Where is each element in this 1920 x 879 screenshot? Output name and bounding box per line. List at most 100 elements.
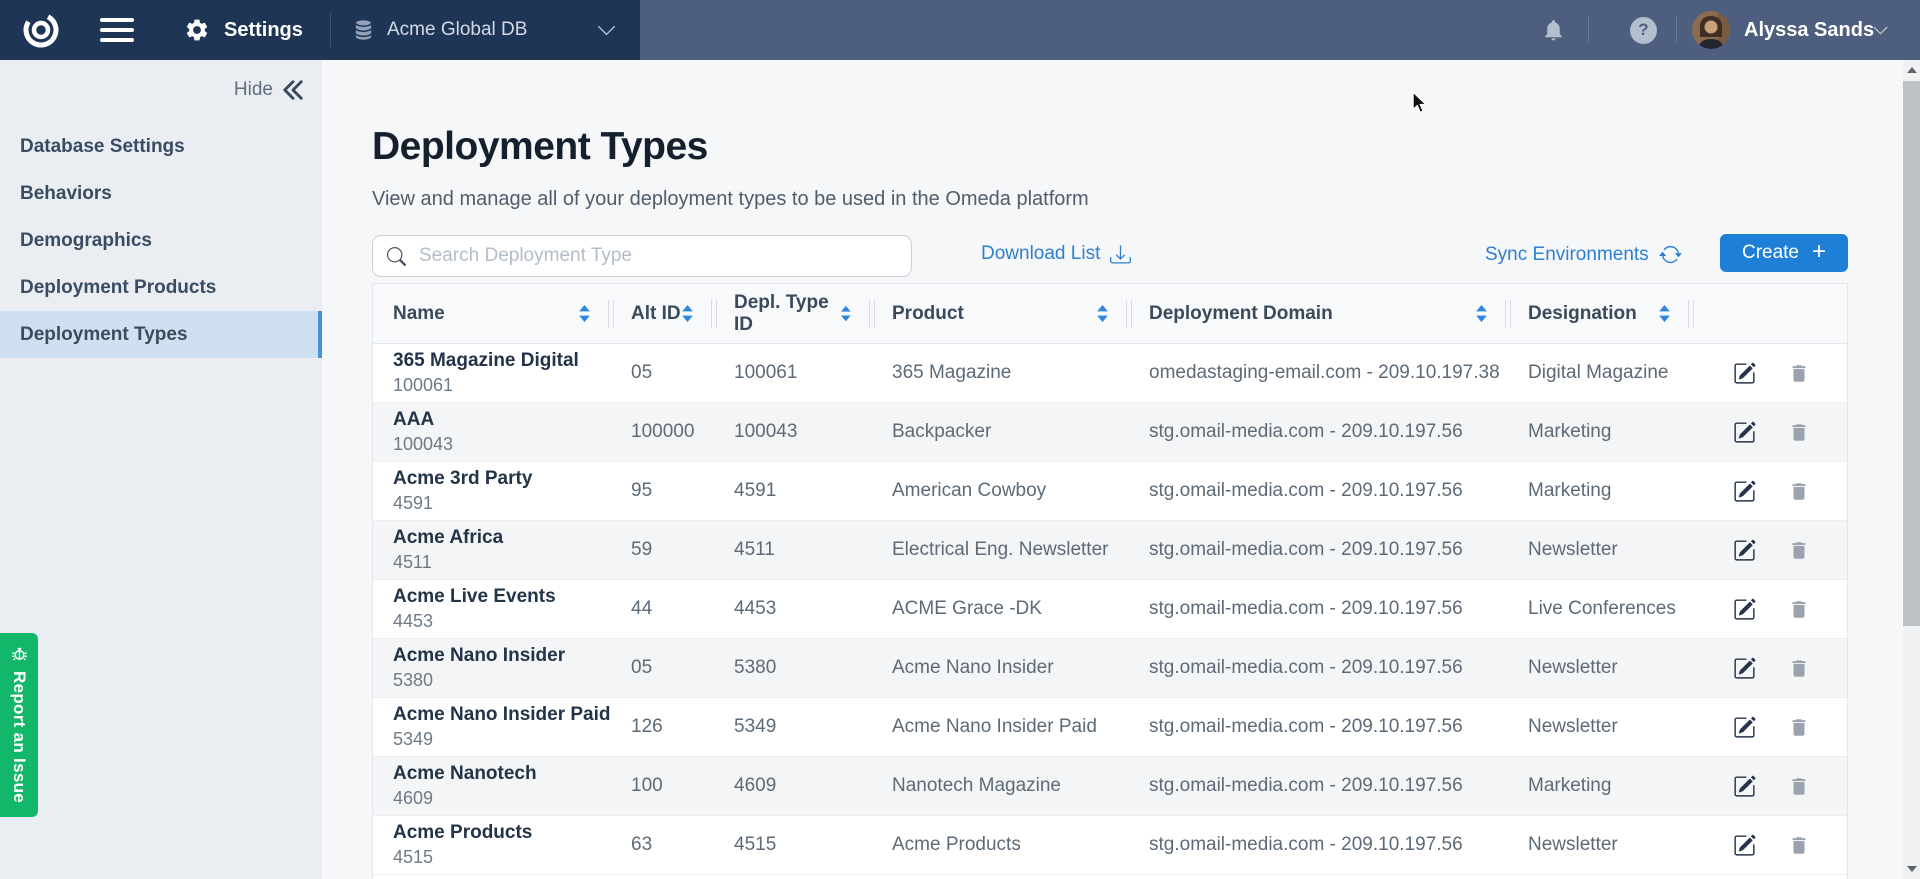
table-body: 365 Magazine Digital 100061 05 100061 36…	[373, 344, 1847, 875]
scroll-down-icon	[1907, 866, 1917, 872]
column-header-name[interactable]: Name	[373, 284, 611, 343]
vertical-scrollbar[interactable]	[1903, 60, 1920, 879]
table-row[interactable]: Acme Nano Insider Paid 5349 126 5349 Acm…	[373, 698, 1847, 757]
report-an-issue-tab[interactable]: Report an Issue	[0, 633, 38, 817]
edit-button[interactable]	[1733, 834, 1756, 857]
user-menu[interactable]: Alyssa Sands	[1744, 0, 1874, 60]
scrollbar-thumb[interactable]	[1903, 81, 1920, 626]
deployment-name[interactable]: Acme Live Events	[393, 586, 556, 609]
sort-icon[interactable]	[681, 305, 694, 322]
table-row[interactable]: AAA 100043 100000 100043 Backpacker stg.…	[373, 403, 1847, 462]
edit-button[interactable]	[1733, 362, 1756, 385]
deployment-name[interactable]: Acme Nano Insider	[393, 645, 565, 668]
trash-icon	[1788, 421, 1810, 444]
cell-deployment-domain: stg.omail-media.com - 209.10.197.56	[1129, 580, 1508, 638]
deployment-name[interactable]: Acme 3rd Party	[393, 468, 532, 491]
edit-button[interactable]	[1733, 716, 1756, 739]
deployment-id: 100043	[393, 434, 453, 456]
user-menu-chevron[interactable]	[1872, 0, 1889, 60]
deployment-name[interactable]: AAA	[393, 409, 434, 432]
column-header-designation[interactable]: Designation	[1508, 284, 1691, 343]
omeda-logo[interactable]	[20, 0, 62, 60]
edit-button[interactable]	[1733, 657, 1756, 680]
chevron-down-icon	[596, 20, 617, 41]
download-icon	[1110, 244, 1131, 265]
delete-button[interactable]	[1788, 480, 1810, 503]
scroll-up-button[interactable]	[1903, 60, 1920, 80]
edit-button[interactable]	[1733, 539, 1756, 562]
deployment-name[interactable]: 365 Magazine Digital	[393, 350, 579, 373]
deployment-name[interactable]: Acme Nanotech	[393, 763, 537, 786]
sort-icon[interactable]	[1658, 305, 1671, 322]
search-input[interactable]	[372, 235, 912, 277]
sidebar-item-deployment-types[interactable]: Deployment Types	[0, 311, 322, 358]
double-chevron-left-icon	[282, 79, 304, 101]
column-header-deployment-domain[interactable]: Deployment Domain	[1129, 284, 1508, 343]
deployment-id: 4511	[393, 552, 432, 574]
deployment-id: 5349	[393, 729, 433, 751]
cell-alt-id: 126	[611, 698, 714, 756]
edit-pencil-icon	[1733, 362, 1756, 385]
delete-button[interactable]	[1788, 716, 1810, 739]
edit-pencil-icon	[1733, 834, 1756, 857]
cell-product: Acme Nano Insider	[872, 639, 1129, 697]
database-selector[interactable]: Acme Global DB	[352, 0, 527, 60]
table-row[interactable]: Acme Products 4515 63 4515 Acme Products…	[373, 816, 1847, 875]
delete-button[interactable]	[1788, 362, 1810, 385]
hamburger-menu-button[interactable]	[100, 0, 134, 60]
delete-button[interactable]	[1788, 421, 1810, 444]
help-button[interactable]: ?	[1630, 0, 1657, 60]
cell-product: 365 Magazine	[872, 344, 1129, 402]
deployment-name[interactable]: Acme Products	[393, 822, 532, 845]
cell-designation: Newsletter	[1508, 639, 1691, 697]
create-button[interactable]: Create +	[1720, 234, 1848, 272]
deployment-name[interactable]: Acme Africa	[393, 527, 503, 550]
sort-icon[interactable]	[578, 305, 591, 322]
deployment-id: 4609	[393, 788, 433, 810]
table-row-partial	[373, 875, 1847, 879]
table-row[interactable]: Acme Nano Insider 5380 05 5380 Acme Nano…	[373, 639, 1847, 698]
edit-pencil-icon	[1733, 539, 1756, 562]
sidebar-item-behaviors[interactable]: Behaviors	[0, 170, 322, 217]
user-avatar[interactable]	[1692, 0, 1730, 60]
trash-icon	[1788, 362, 1810, 385]
notifications-button[interactable]	[1541, 0, 1566, 60]
edit-button[interactable]	[1733, 421, 1756, 444]
edit-button[interactable]	[1733, 598, 1756, 621]
table-row[interactable]: Acme Live Events 4453 44 4453 ACME Grace…	[373, 580, 1847, 639]
settings-nav-item[interactable]: Settings	[184, 0, 303, 60]
delete-button[interactable]	[1788, 834, 1810, 857]
edit-button[interactable]	[1733, 775, 1756, 798]
delete-button[interactable]	[1788, 539, 1810, 562]
delete-button[interactable]	[1788, 598, 1810, 621]
column-header-product[interactable]: Product	[872, 284, 1129, 343]
settings-sidebar: Hide Database Settings Behaviors Demogra…	[0, 60, 322, 879]
hide-sidebar-button[interactable]: Hide	[234, 79, 304, 101]
table-row[interactable]: Acme Africa 4511 59 4511 Electrical Eng.…	[373, 521, 1847, 580]
edit-pencil-icon	[1733, 775, 1756, 798]
sync-environments-button[interactable]: Sync Environments	[1485, 243, 1682, 266]
column-header-depl-type-id[interactable]: Depl. Type ID	[714, 284, 872, 343]
hamburger-icon	[100, 17, 134, 43]
download-list-button[interactable]: Download List	[981, 243, 1131, 265]
deployment-id: 100061	[393, 375, 453, 397]
sort-icon[interactable]	[1096, 305, 1109, 322]
table-row[interactable]: Acme 3rd Party 4591 95 4591 American Cow…	[373, 462, 1847, 521]
sidebar-item-demographics[interactable]: Demographics	[0, 217, 322, 264]
sidebar-item-database-settings[interactable]: Database Settings	[0, 123, 322, 170]
table-row[interactable]: 365 Magazine Digital 100061 05 100061 36…	[373, 344, 1847, 403]
omeda-logo-icon	[20, 9, 62, 51]
edit-button[interactable]	[1733, 480, 1756, 503]
delete-button[interactable]	[1788, 657, 1810, 680]
column-header-alt-id[interactable]: Alt ID	[611, 284, 714, 343]
database-selector-chevron[interactable]	[596, 0, 617, 60]
sort-icon[interactable]	[840, 305, 852, 322]
scroll-down-button[interactable]	[1903, 859, 1920, 879]
delete-button[interactable]	[1788, 775, 1810, 798]
gear-icon	[184, 17, 210, 43]
cell-product: ACME Grace -DK	[872, 580, 1129, 638]
sidebar-item-deployment-products[interactable]: Deployment Products	[0, 264, 322, 311]
table-row[interactable]: Acme Nanotech 4609 100 4609 Nanotech Mag…	[373, 757, 1847, 816]
deployment-name[interactable]: Acme Nano Insider Paid	[393, 704, 611, 727]
sort-icon[interactable]	[1475, 305, 1488, 322]
